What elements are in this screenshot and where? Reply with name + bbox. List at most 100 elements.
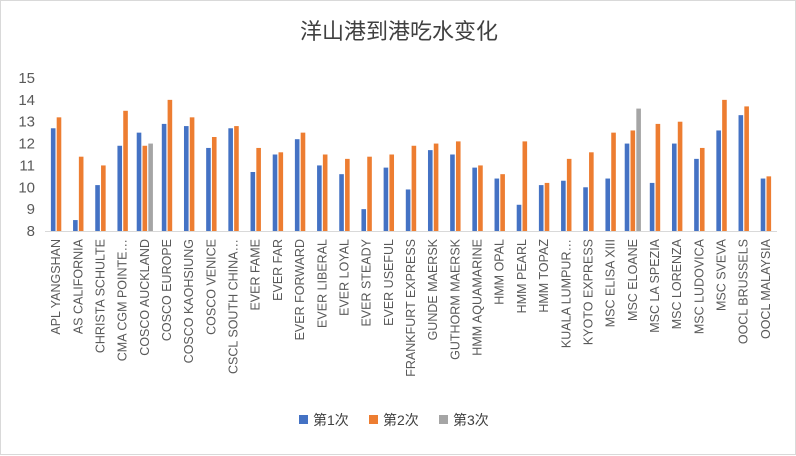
bar-第1次-HMM PEARL (516, 204, 522, 231)
bar-第1次-COSCO VENICE (206, 147, 211, 231)
bar-第2次-OOCL MALAYSIA (766, 176, 772, 231)
bar-第2次-HMM AQUAMARINE (478, 165, 483, 231)
bar-第1次-KYOTO EXPRESS (583, 187, 588, 231)
legend-swatch-第2次 (369, 415, 378, 424)
x-tick-label: HMM TOPAZ (537, 239, 551, 313)
bar-第1次-EVER FAME (250, 171, 256, 231)
y-tick-label: 10 (18, 179, 35, 196)
x-tick-label: MSC ELISA XIII (604, 239, 618, 327)
bar-第1次-EVER USEFUL (383, 167, 389, 231)
x-tick-label: COSCO KAOHSIUNG (182, 239, 196, 363)
y-axis-ticks: 8 9 10 11 12 13 14 15 (18, 70, 35, 240)
bar-第2次-CMA CGM POINTE… (123, 110, 128, 231)
bar-第1次-FRANKFURT EXPRESS (405, 189, 411, 231)
bar-第2次-COSCO VENICE (211, 137, 217, 231)
bar-第2次-COSCO EUROPE (167, 99, 173, 231)
x-tick-label: HMM AQUAMARINE (471, 239, 485, 356)
bar-marks (50, 99, 772, 231)
bar-第2次-APL YANGSHAN (56, 117, 62, 231)
legend-swatch-第3次 (439, 415, 448, 424)
bar-第2次-COSCO AUCKLAND (142, 145, 148, 231)
bar-第2次-MSC LUDOVICA (699, 147, 705, 231)
x-tick-label: MSC LA SPEZIA (648, 238, 662, 332)
x-tick-label: MSC LUDOVICA (692, 238, 706, 334)
bar-第1次-HMM OPAL (494, 178, 500, 231)
y-tick-label: 11 (19, 157, 35, 174)
bar-第1次-MSC ELISA XIII (605, 178, 611, 231)
bar-第1次-MSC LUDOVICA (694, 158, 699, 231)
bar-第2次-FRANKFURT EXPRESS (411, 145, 417, 231)
x-tick-label: GUNDE MAERSK (426, 238, 440, 340)
bar-第1次-EVER STEADY (361, 209, 367, 231)
bar-第2次-HMM TOPAZ (544, 182, 550, 231)
bar-第2次-EVER STEADY (367, 156, 372, 231)
bar-第2次-HMM PEARL (522, 141, 528, 231)
bar-第1次-GUNDE MAERSK (427, 150, 433, 231)
bar-第2次-KYOTO EXPRESS (589, 152, 594, 231)
x-tick-label: KYOTO EXPRESS (581, 239, 595, 345)
x-tick-label: MSC ELOANE (626, 239, 640, 321)
bar-第1次-HMM TOPAZ (538, 185, 544, 231)
bar-第1次-MSC LORENZA (671, 143, 677, 231)
x-axis-ticks: APL YANGSHAN AS CALIFORNIA CHRISTA SCHULTE… (49, 238, 773, 376)
legend-label: 第2次 (383, 412, 419, 428)
bar-第2次-AS CALIFORNIA (78, 156, 84, 231)
x-tick-label: EVER FAME (249, 239, 263, 311)
chart-title: 洋山港到港吃水变化 (300, 19, 498, 44)
bar-第2次-GUTHORM MAERSK (455, 141, 461, 231)
x-tick-label: COSCO AUCKLAND (138, 239, 152, 356)
x-tick-label: EVER STEADY (360, 238, 374, 326)
x-tick-label: CHRISTA SCHULTE (93, 239, 107, 353)
bar-第1次-OOCL MALAYSIA (760, 178, 766, 231)
bar-第1次-EVER FORWARD (294, 139, 300, 231)
bar-第2次-EVER LIBERAL (322, 154, 328, 231)
bar-第2次-MSC ELISA XIII (611, 132, 616, 231)
bar-第2次-EVER FAR (278, 152, 284, 231)
y-tick-label: 12 (18, 136, 35, 153)
bar-第1次-APL YANGSHAN (50, 128, 56, 231)
bar-第1次-CSCL SOUTH CHINA… (228, 128, 233, 231)
y-tick-label: 14 (18, 92, 35, 109)
legend-label: 第3次 (453, 412, 489, 428)
bar-第2次-GUNDE MAERSK (433, 143, 439, 231)
legend: 第1次 第2次 第3次 (299, 412, 489, 428)
x-tick-label: OOCL BRUSSELS (737, 239, 751, 344)
y-tick-label: 8 (27, 223, 35, 240)
bar-第1次-COSCO EUROPE (161, 123, 167, 231)
bar-第2次-MSC SVEVA (722, 99, 727, 231)
x-tick-label: FRANKFURT EXPRESS (404, 239, 418, 377)
x-tick-label: HMM OPAL (493, 239, 507, 305)
x-tick-label: MSC LORENZA (670, 238, 684, 329)
x-tick-label: COSCO EUROPE (160, 239, 174, 341)
x-tick-label: EVER FAR (271, 239, 285, 301)
bar-第1次-OOCL BRUSSELS (738, 115, 744, 231)
bar-第1次-EVER LOYAL (339, 174, 344, 231)
x-tick-label: EVER LIBERAL (315, 239, 329, 328)
x-tick-label: CMA CGM POINTE… (116, 239, 130, 361)
x-tick-label: EVER LOYAL (337, 239, 351, 316)
x-tick-label: APL YANGSHAN (49, 239, 63, 335)
bar-第2次-KUALA LUMPUR… (566, 158, 572, 231)
bar-第2次-MSC LA SPEZIA (655, 123, 661, 231)
bar-第1次-EVER LIBERAL (317, 165, 322, 231)
y-tick-label: 13 (18, 114, 35, 131)
bar-第2次-COSCO KAOHSIUNG (189, 117, 195, 231)
x-tick-label: EVER USEFUL (382, 239, 396, 326)
bar-第1次-KUALA LUMPUR… (561, 180, 566, 231)
bar-第2次-EVER FORWARD (300, 132, 306, 231)
legend-swatch-第1次 (299, 415, 308, 424)
bar-第2次-OOCL BRUSSELS (744, 106, 749, 231)
y-tick-label: 9 (27, 201, 35, 218)
x-tick-label: EVER FORWARD (293, 239, 307, 340)
bar-第2次-MSC LORENZA (677, 121, 683, 231)
x-tick-label: MSC SVEVA (715, 238, 729, 311)
x-tick-label: COSCO VENICE (204, 239, 218, 335)
bar-第1次-MSC ELOANE (624, 143, 630, 231)
x-tick-label: OOCL MALAYSIA (759, 238, 773, 339)
bar-第1次-HMM AQUAMARINE (472, 167, 477, 231)
bar-第2次-EVER USEFUL (389, 154, 395, 231)
bar-第2次-HMM OPAL (500, 174, 505, 231)
bar-第3次-COSCO AUCKLAND (148, 143, 153, 231)
